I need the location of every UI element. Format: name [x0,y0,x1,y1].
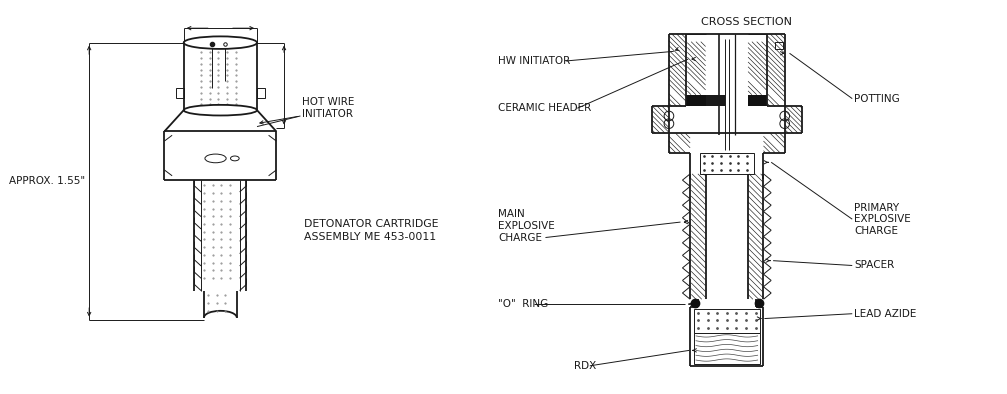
Bar [694,309,759,333]
Text: HOT WIRE
INITIATOR: HOT WIRE INITIATOR [302,97,354,119]
Text: ASSEMBLY ME 453-0011: ASSEMBLY ME 453-0011 [304,232,436,242]
Bar [176,88,183,98]
Text: RDX: RDX [574,361,597,371]
Ellipse shape [205,154,227,163]
Text: CERAMIC HEADER: CERAMIC HEADER [498,103,591,113]
Text: CHARGE: CHARGE [854,226,898,236]
Text: PRIMARY: PRIMARY [854,203,899,213]
Text: DETONATOR CARTRIDGE: DETONATOR CARTRIDGE [304,219,439,229]
Text: MAIN: MAIN [498,209,525,219]
Bar [694,333,759,364]
Bar [687,95,706,106]
Bar [257,88,265,98]
Text: HW INITIATOR: HW INITIATOR [498,56,570,66]
Bar [775,42,782,49]
Text: CHARGE: CHARGE [498,232,542,243]
Ellipse shape [231,156,240,161]
Text: LEAD AZIDE: LEAD AZIDE [854,309,916,319]
Text: APPROX. 1.55": APPROX. 1.55" [9,176,86,186]
Bar [700,152,754,174]
Text: EXPLOSIVE: EXPLOSIVE [498,221,555,231]
Bar [687,95,725,106]
Text: EXPLOSIVE: EXPLOSIVE [854,214,911,224]
Ellipse shape [183,36,257,49]
Text: CROSS SECTION: CROSS SECTION [701,17,792,27]
Ellipse shape [183,105,257,115]
Text: POTTING: POTTING [854,94,900,104]
Text: "O"  RING: "O" RING [498,299,549,309]
Text: SPACER: SPACER [854,260,894,271]
Bar [748,95,767,106]
